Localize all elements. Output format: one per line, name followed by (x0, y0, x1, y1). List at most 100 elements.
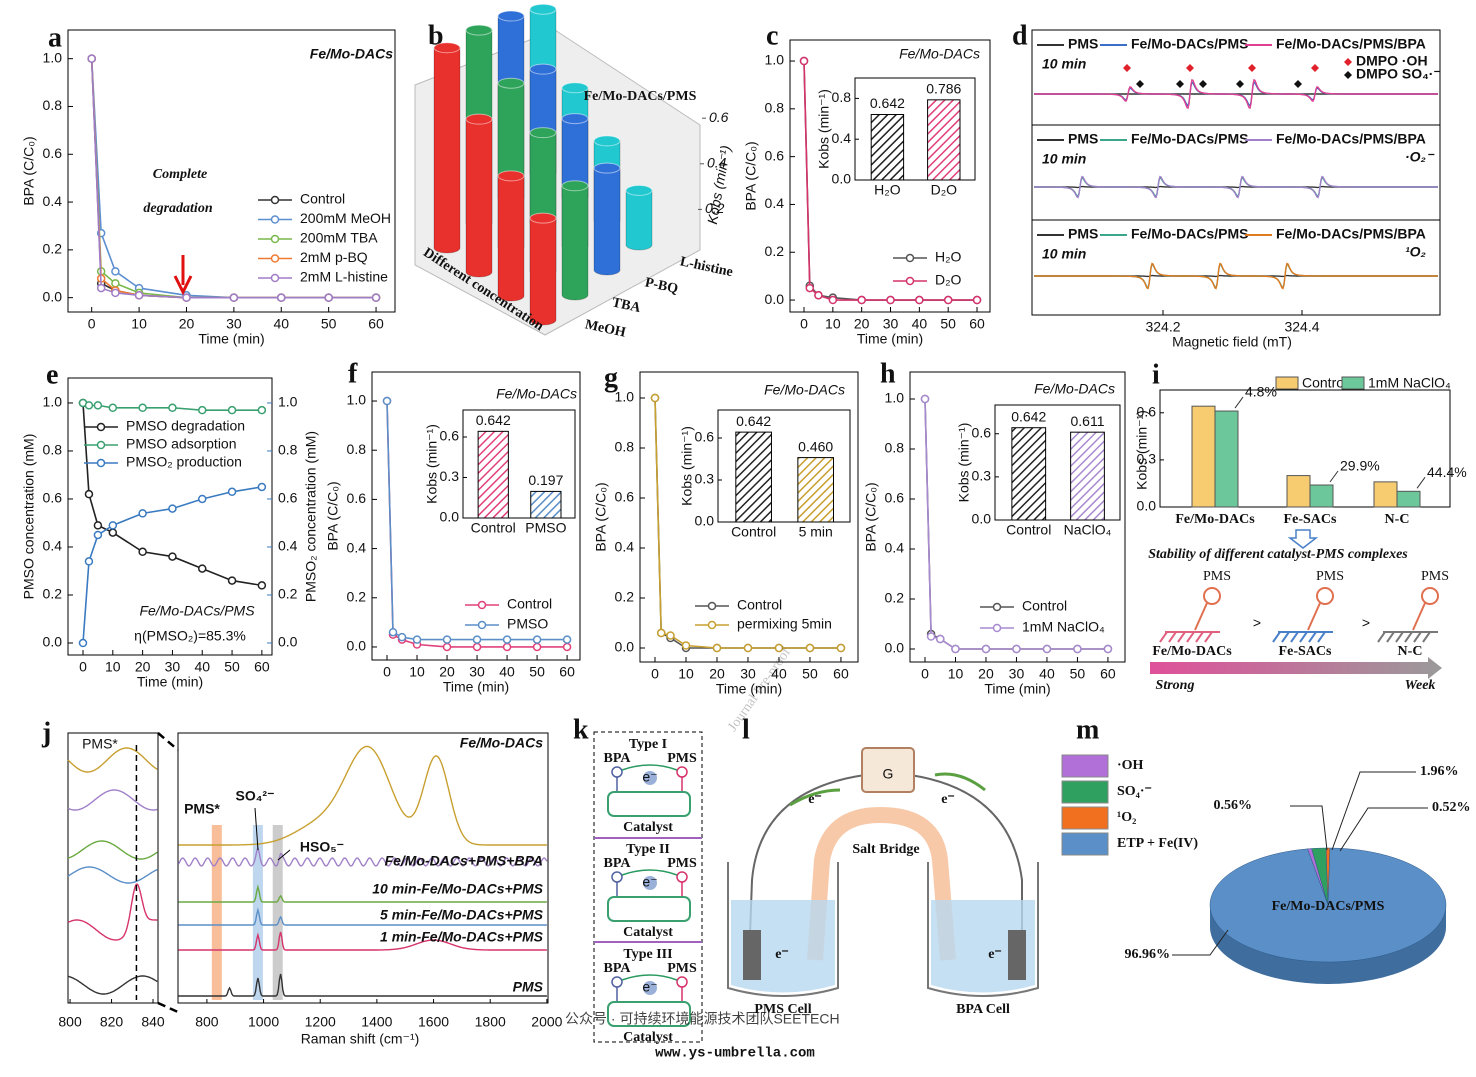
pms-stem (1307, 602, 1321, 631)
node (676, 766, 688, 778)
species-label: ·O₂⁻ (1405, 149, 1435, 165)
y2-tick-label: 0.6 (278, 490, 298, 506)
electron (643, 771, 657, 785)
y-tick-label: 1.0 (615, 389, 635, 405)
legend-label: Fe/Mo-DACs/PMS/BPA (1276, 131, 1426, 147)
annotation: Fe/Mo-DACs/PMS (139, 603, 255, 619)
y2-tick-label: 0.8 (278, 442, 298, 458)
legend-swatch (1061, 832, 1109, 856)
legend-marker (477, 620, 487, 630)
legend-marker (96, 440, 106, 450)
data-point (656, 628, 666, 638)
x-tick-label: 1200 (305, 1014, 336, 1030)
bpa-label: BPA (604, 961, 632, 976)
legend-marker (905, 276, 915, 286)
legend-label: 1mM NaClO₄ (1022, 619, 1105, 635)
data-point (227, 487, 237, 497)
legend-label: Control (1302, 375, 1347, 391)
peak-marker (1136, 80, 1144, 88)
x-tick-label: 20 (179, 316, 195, 332)
spectrum-trace (1034, 78, 1438, 110)
x-tick-label: 60 (969, 316, 985, 332)
electron-label: e⁻ (642, 874, 657, 890)
electron-label: e⁻ (775, 947, 789, 962)
trace-label: Fe/Mo-DACs (460, 735, 543, 751)
node (611, 871, 623, 883)
y-tick-label: 1.0 (347, 392, 367, 408)
inset-tick-label: 0.0 (695, 513, 715, 529)
y-tick-label: 0.0 (885, 640, 905, 656)
data-point (111, 288, 120, 298)
bpa-label: BPA (604, 751, 632, 766)
panel-title: Fe/Mo-DACs (310, 46, 393, 62)
y-tick-label: 0.8 (43, 97, 63, 113)
bar (1373, 481, 1398, 508)
data-point (562, 635, 572, 644)
data-point (84, 489, 94, 499)
inset-tick-label: 0.3 (695, 471, 715, 487)
y2-tick-label: 0.4 (278, 538, 298, 554)
inset-y-label: Kobs (min⁻¹) (956, 423, 972, 503)
z-tick-label: 0.6 (709, 109, 729, 125)
x-tick-label: 30 (740, 666, 756, 682)
y-tick-label: 1.0 (765, 52, 785, 68)
y-tick-label: 0.2 (43, 586, 63, 602)
x-tick-label: 10 (825, 316, 841, 332)
x-tick-label: 10 (131, 316, 147, 332)
catalyst-label: Catalyst (623, 820, 673, 835)
data-point (93, 401, 103, 410)
node (611, 766, 623, 778)
y2-tick-label: 0.2 (278, 586, 298, 602)
y-tick-label: 0.6 (615, 489, 635, 505)
legend-label: 1mM NaClO₄ (1368, 375, 1451, 391)
cylinder-top (561, 82, 589, 94)
legend-label: PMSO adsorption (126, 436, 237, 452)
x-tick-label: 0 (651, 666, 659, 682)
bpa-label: BPA (604, 856, 632, 871)
x-tick-label: 60 (559, 664, 575, 680)
y-tick-label: 0.6 (885, 490, 905, 506)
panel-title: Fe/Mo-DACs (496, 386, 577, 402)
data-point (743, 643, 753, 653)
y-tick-label: 0.0 (615, 639, 635, 655)
data-point (138, 547, 147, 557)
data-point (138, 403, 147, 413)
y2-axis-label: PMSO₂ concentration (mM) (303, 431, 319, 602)
data-point (257, 581, 267, 590)
pie-slice (1209, 847, 1447, 963)
z-tick-label: 0.2 (705, 200, 725, 216)
surface (1159, 631, 1220, 643)
marker-label: DMPO SO₄·⁻ (1356, 66, 1441, 82)
panel-letter: m (1076, 714, 1099, 745)
watermark: www.ys-umbrella.com (655, 1046, 815, 1062)
data-point (168, 403, 177, 413)
y-tick-label: 0.3 (1137, 451, 1157, 467)
data-point (197, 564, 207, 573)
catalyst-label: Catalyst (623, 925, 673, 940)
legend-label: PMS (1068, 131, 1098, 147)
inset-tick-label: 0.0 (440, 509, 460, 525)
bar (1191, 405, 1216, 508)
data-point (915, 295, 924, 305)
x-tick-label: 60 (368, 316, 384, 332)
panel-letter: e (46, 359, 58, 390)
legend-marker (707, 601, 717, 611)
legend-label: Control (737, 597, 782, 613)
cylinder-top (529, 3, 557, 15)
peak-marker (1248, 64, 1256, 72)
x-axis-label: Time (min) (716, 681, 782, 697)
y-tick-label: 0.8 (885, 440, 905, 456)
x-tick-label: 20 (978, 666, 994, 682)
legend-label: ·OH (1117, 758, 1144, 773)
panel-letter: d (1012, 20, 1028, 51)
transfer-arrow (621, 764, 678, 771)
y-tick-label: 0.2 (615, 589, 635, 605)
annotation: η(PMSO₂)=85.3% (134, 628, 246, 644)
scale-label: Week (1405, 678, 1436, 693)
spectrum-trace (1034, 262, 1438, 290)
x-tick-label: 50 (802, 666, 818, 682)
data-point (472, 635, 482, 644)
data-point (371, 293, 381, 302)
cylinder-top (497, 10, 525, 22)
